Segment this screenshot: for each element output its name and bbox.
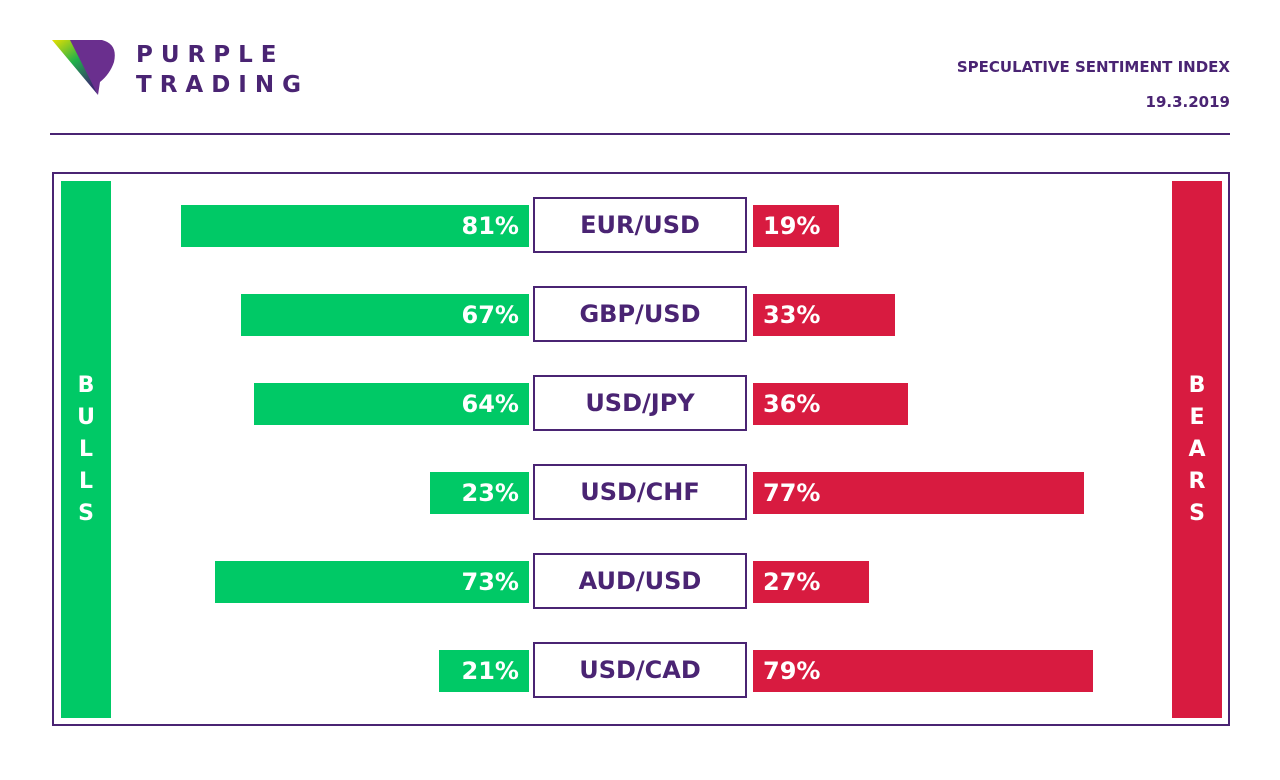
bear-bar: 19%	[753, 205, 839, 247]
bulls-letter: S	[78, 500, 94, 526]
bears-letter: R	[1188, 468, 1206, 494]
header-divider	[50, 133, 1230, 135]
bears-letter: E	[1189, 404, 1205, 430]
bull-bar: 67%	[240, 294, 529, 336]
bulls-letter: L	[78, 436, 94, 462]
logo-mark-icon	[52, 40, 115, 95]
bull-bar: 81%	[180, 205, 529, 247]
page-title: SPECULATIVE SENTIMENT INDEX	[956, 58, 1230, 76]
sentiment-row: 73% AUD/USD 27%	[0, 553, 1280, 613]
bull-bar: 64%	[253, 383, 529, 425]
bear-bar: 79%	[753, 650, 1093, 692]
bulls-letter: B	[77, 372, 95, 398]
bears-letter: S	[1189, 500, 1205, 526]
logo-text-line1: PURPLE	[136, 42, 285, 68]
bear-bar: 33%	[753, 294, 895, 336]
sentiment-row: 23% USD/CHF 77%	[0, 464, 1280, 524]
bulls-letter: L	[78, 468, 94, 494]
bear-bar: 27%	[753, 561, 870, 603]
bear-bar: 77%	[753, 472, 1085, 514]
brand-logo: PURPLE TRADING	[52, 40, 312, 100]
sentiment-row: 64% USD/JPY 36%	[0, 375, 1280, 435]
bears-letter: A	[1188, 436, 1206, 462]
currency-pair-label: EUR/USD	[533, 197, 747, 253]
bull-bar: 23%	[430, 472, 529, 514]
logo-text-line2: TRADING	[136, 72, 309, 98]
currency-pair-label: USD/CAD	[533, 642, 747, 698]
bull-bar: 21%	[438, 650, 529, 692]
currency-pair-label: USD/CHF	[533, 464, 747, 520]
bears-letter: B	[1188, 372, 1206, 398]
bull-bar: 73%	[215, 561, 529, 603]
sentiment-row: 81% EUR/USD 19%	[0, 197, 1280, 257]
currency-pair-label: AUD/USD	[533, 553, 747, 609]
currency-pair-label: GBP/USD	[533, 286, 747, 342]
chart-frame	[52, 172, 1230, 726]
sentiment-row: 67% GBP/USD 33%	[0, 286, 1280, 346]
currency-pair-label: USD/JPY	[533, 375, 747, 431]
bulls-letter: U	[77, 404, 95, 430]
bear-bar: 36%	[753, 383, 908, 425]
report-date: 19.3.2019	[1145, 93, 1230, 111]
sentiment-row: 21% USD/CAD 79%	[0, 642, 1280, 702]
